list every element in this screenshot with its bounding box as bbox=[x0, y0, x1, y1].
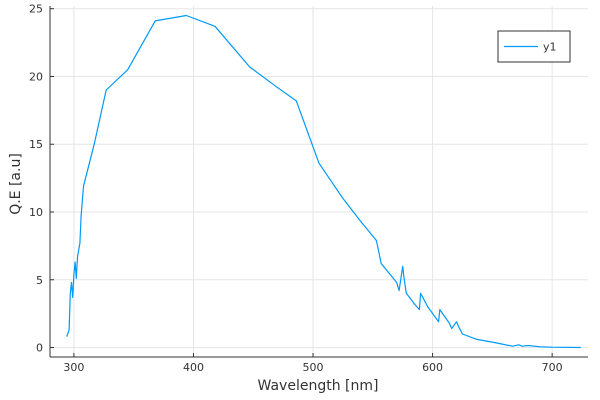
y-tick-label: 25 bbox=[29, 3, 43, 16]
y-tick-label: 15 bbox=[29, 138, 43, 151]
x-tick-label: 700 bbox=[542, 361, 563, 374]
y-tick-label: 5 bbox=[36, 274, 43, 287]
axes bbox=[49, 6, 588, 358]
series-line-y1 bbox=[66, 14, 581, 349]
x-tick-label: 400 bbox=[183, 361, 204, 374]
y-tick-label: 20 bbox=[29, 70, 43, 83]
grid-lines bbox=[50, 6, 588, 357]
x-tick-label: 600 bbox=[422, 361, 443, 374]
y-axis-label: Q.E [a.u] bbox=[8, 153, 24, 215]
y-tick-label: 0 bbox=[36, 342, 43, 355]
data-series bbox=[66, 14, 581, 349]
x-tick-label: 300 bbox=[63, 361, 84, 374]
legend: y1 bbox=[497, 30, 571, 63]
legend-label: y1 bbox=[543, 41, 557, 54]
tick-labels: 300 400 500 600 700 0 5 10 15 20 25 bbox=[29, 3, 563, 374]
x-tick-label: 500 bbox=[303, 361, 324, 374]
y-tick-label: 10 bbox=[29, 206, 43, 219]
x-axis-label: Wavelength [nm] bbox=[258, 378, 379, 394]
